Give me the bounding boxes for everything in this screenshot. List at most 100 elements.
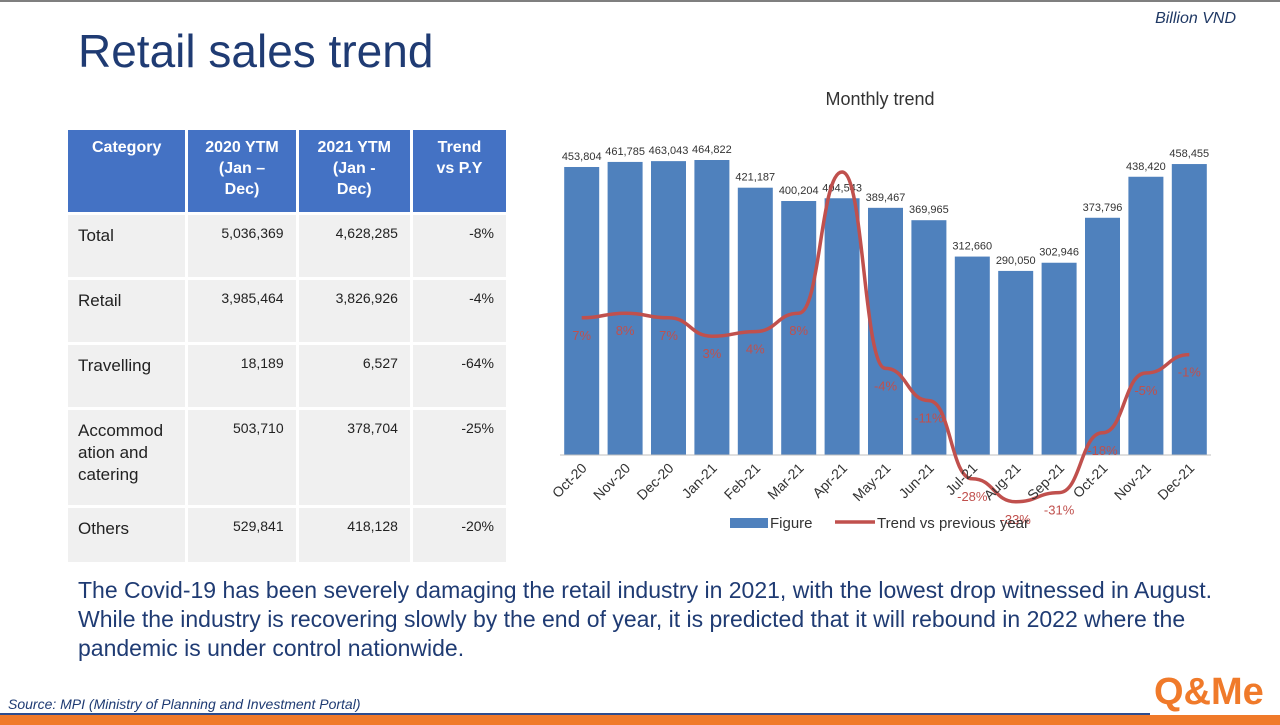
x-tick-label: Sep-21 (1024, 460, 1067, 503)
table-row: Accommod ation and catering 503,710 378,70… (68, 410, 506, 505)
chart-title: Monthly trend (825, 89, 934, 109)
x-tick-label: Mar-21 (764, 460, 807, 503)
bar (651, 161, 686, 456)
cell-2021: 6,527 (298, 345, 410, 407)
cell-trend: -64% (412, 345, 506, 407)
logo-text: Q&Me (1154, 671, 1264, 713)
trend-label: -28% (957, 489, 988, 504)
cell-2021: 418,128 (298, 508, 410, 562)
page-title: Retail sales trend (78, 25, 434, 77)
trend-label: -11% (914, 411, 944, 426)
header-category: Category (68, 130, 186, 212)
table-header-row: Category 2020 YTM (Jan – Dec) 2021 YTM (Jan… (68, 130, 506, 212)
bar (694, 160, 730, 455)
cell-2020: 529,841 (188, 508, 296, 562)
cell-category: Total (68, 215, 186, 277)
cell-2020: 5,036,369 (188, 215, 296, 277)
bar-value-label: 461,785 (605, 146, 645, 158)
trend-label: -31% (1044, 503, 1075, 518)
bar-value-label: 421,187 (735, 172, 775, 184)
cell-2021: 3,826,926 (298, 280, 410, 342)
table-row: Total 5,036,369 4,628,285 -8% (68, 215, 506, 277)
trend-label: 8% (616, 323, 635, 338)
cell-category: Retail (68, 280, 186, 342)
cell-trend: -20% (412, 508, 506, 562)
monthly-trend-chart: Monthly trend 453,804 461,785 463,043 464,82… (549, 89, 1211, 532)
bar-value-label: 290,050 (996, 255, 1036, 267)
trend-label: 7% (659, 328, 678, 343)
bar (607, 161, 643, 455)
header-line: (Jan – (218, 160, 266, 177)
header-line: Trend (437, 139, 482, 156)
qme-logo: Q&Me (1154, 671, 1264, 713)
bar (737, 187, 773, 455)
cell-2020: 3,985,464 (188, 280, 296, 342)
cell-trend: -4% (412, 280, 506, 342)
trend-label: 7% (572, 328, 591, 343)
cell-2021: 378,704 (298, 410, 410, 505)
header-line: Category (92, 139, 162, 156)
bar (781, 201, 817, 455)
header-line: Dec) (336, 181, 372, 198)
header-2020: 2020 YTM (Jan – Dec) (188, 130, 296, 212)
bar (868, 207, 903, 455)
bar-value-label: 453,804 (562, 151, 602, 163)
cell-2020: 18,189 (188, 345, 296, 407)
cell-2021: 4,628,285 (298, 215, 410, 277)
cell-trend: -25% (412, 410, 506, 505)
legend-label: Figure (770, 515, 813, 532)
top-border (0, 0, 1280, 2)
bar-value-label: 464,822 (692, 144, 732, 156)
bar (911, 220, 947, 455)
bar (564, 166, 600, 455)
header-trend: Trend vs P.Y (412, 130, 506, 212)
footer-accent-bar (0, 715, 1280, 725)
bar (1128, 176, 1164, 455)
bar (824, 198, 860, 455)
trend-label: 8% (789, 323, 808, 338)
cell-2020: 503,710 (188, 410, 296, 505)
x-tick-label: Oct-21 (1070, 460, 1111, 501)
header-line: Dec) (224, 181, 260, 198)
x-tick-label: Dec-20 (633, 460, 676, 503)
trend-label: -4% (874, 378, 898, 393)
trend-label: 4% (746, 342, 765, 357)
header-2021: 2021 YTM (Jan - Dec) (298, 130, 410, 212)
cell-category: Travelling (68, 345, 186, 407)
x-tick-label: Jan-21 (678, 460, 720, 502)
x-tick-label: Feb-21 (721, 460, 764, 503)
bar-value-label: 463,043 (649, 145, 689, 157)
header-line: vs P.Y (436, 160, 483, 177)
bar (1085, 217, 1120, 455)
category-line: Accommod (78, 421, 164, 440)
header-line: 2020 YTM (205, 139, 279, 156)
unit-label: Billion VND (1155, 10, 1236, 27)
x-tick-label: Nov-20 (590, 460, 633, 503)
trend-label: 3% (703, 346, 722, 361)
footer-rule (0, 713, 1150, 715)
bar-value-label: 458,455 (1169, 148, 1209, 160)
header-line: (Jan - (332, 160, 376, 177)
cell-trend: -8% (412, 215, 506, 277)
bar-value-label: 438,420 (1126, 161, 1166, 173)
table-row: Others 529,841 418,128 -20% (68, 508, 506, 562)
cell-category: Others (68, 508, 186, 562)
x-tick-label: Jun-21 (895, 460, 937, 502)
bar (1171, 164, 1207, 455)
table-row: Travelling 18,189 6,527 -64% (68, 345, 506, 407)
category-line: ation and (78, 443, 148, 462)
summary-text: The Covid-19 has been severely damaging … (78, 577, 1213, 661)
bar-value-label: 373,796 (1083, 202, 1123, 214)
cell-category: Accommod ation and catering (68, 410, 186, 505)
x-tick-label: Apr-21 (809, 460, 850, 501)
bar-value-label: 389,467 (866, 192, 906, 204)
bar-value-label: 369,965 (909, 204, 949, 216)
category-line: catering (78, 465, 139, 484)
bar (954, 256, 990, 455)
x-tick-label: Oct-20 (549, 460, 590, 501)
x-tick-label: Dec-21 (1154, 460, 1197, 503)
bar-value-label: 400,204 (779, 185, 819, 197)
trend-label: -18% (1087, 443, 1118, 458)
bar (998, 270, 1034, 455)
trend-label: -5% (1134, 383, 1158, 398)
